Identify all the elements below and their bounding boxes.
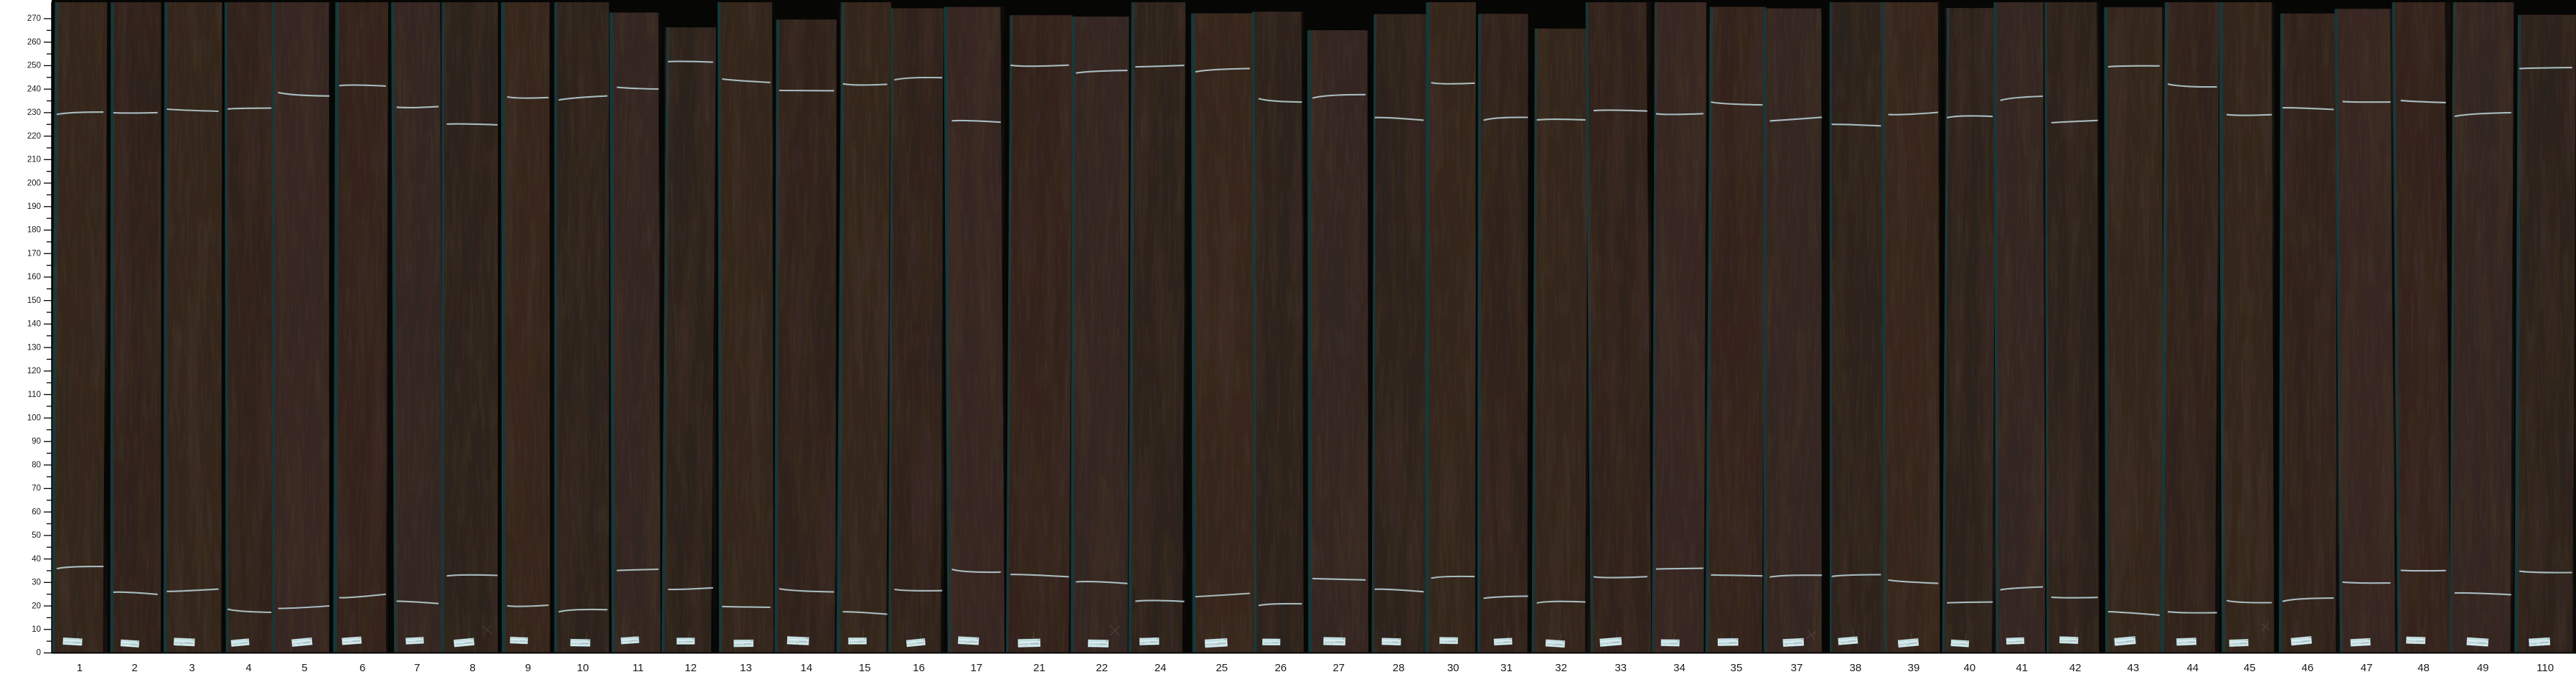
svg-text:210: 210 <box>27 156 41 164</box>
svg-text:200: 200 <box>27 179 41 187</box>
svg-text:60: 60 <box>32 508 41 516</box>
svg-text:260: 260 <box>27 38 41 47</box>
svg-text:20: 20 <box>32 602 41 610</box>
svg-text:240: 240 <box>27 85 41 93</box>
svg-text:180: 180 <box>27 226 41 235</box>
svg-text:150: 150 <box>27 296 41 305</box>
svg-text:250: 250 <box>27 62 41 70</box>
svg-text:30: 30 <box>32 579 41 587</box>
svg-text:110: 110 <box>28 391 41 399</box>
svg-text:100: 100 <box>27 414 41 422</box>
svg-text:40: 40 <box>32 555 41 564</box>
svg-text:220: 220 <box>27 132 41 141</box>
svg-text:270: 270 <box>27 14 41 23</box>
svg-text:90: 90 <box>32 437 41 446</box>
svg-text:120: 120 <box>27 367 41 375</box>
svg-text:0: 0 <box>37 649 41 658</box>
svg-text:190: 190 <box>27 202 41 211</box>
svg-text:160: 160 <box>27 273 41 281</box>
svg-text:80: 80 <box>32 461 41 470</box>
svg-text:50: 50 <box>32 531 41 540</box>
svg-text:70: 70 <box>32 485 41 493</box>
svg-text:10: 10 <box>32 625 41 634</box>
svg-text:170: 170 <box>27 249 41 258</box>
svg-text:140: 140 <box>27 320 41 329</box>
svg-text:230: 230 <box>27 108 41 117</box>
svg-text:130: 130 <box>27 343 41 352</box>
